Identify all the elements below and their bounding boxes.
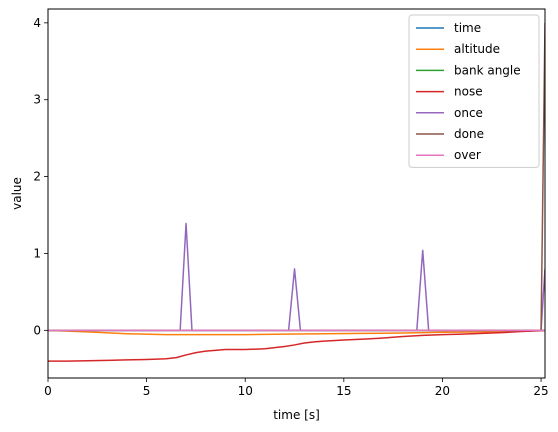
- x-tick-label: 0: [44, 384, 52, 398]
- x-tick-label: 10: [238, 384, 253, 398]
- y-tick-label: 3: [33, 93, 41, 107]
- y-tick-label: 0: [33, 323, 41, 337]
- legend-label: nose: [454, 85, 483, 99]
- y-axis: 0 1 2 3 4: [33, 16, 48, 337]
- legend-label: time: [454, 21, 481, 35]
- x-axis-label: time [s]: [273, 408, 320, 422]
- x-tick-label: 20: [435, 384, 450, 398]
- y-tick-label: 1: [33, 246, 41, 260]
- x-tick-label: 25: [533, 384, 548, 398]
- y-axis-label: value: [10, 177, 24, 210]
- y-tick-label: 4: [33, 16, 41, 30]
- x-tick-label: 15: [336, 384, 351, 398]
- x-tick-label: 5: [143, 384, 151, 398]
- series-lines: [48, 22, 545, 362]
- series-line-once: [48, 222, 545, 332]
- series-line-altitude: [48, 329, 545, 336]
- legend-box: [408, 14, 540, 168]
- legend-label: over: [454, 148, 481, 162]
- plot-frame: [47, 8, 546, 379]
- legend: time altitude bank angle nose once done over: [408, 14, 540, 168]
- legend-label: done: [454, 127, 484, 141]
- y-tick-label: 2: [33, 170, 41, 184]
- legend-label: once: [454, 106, 483, 120]
- legend-label: altitude: [454, 42, 500, 56]
- series-line-nose: [48, 329, 545, 362]
- x-axis: 0 5 10 15 20 25: [44, 378, 549, 398]
- legend-label: bank angle: [454, 63, 521, 77]
